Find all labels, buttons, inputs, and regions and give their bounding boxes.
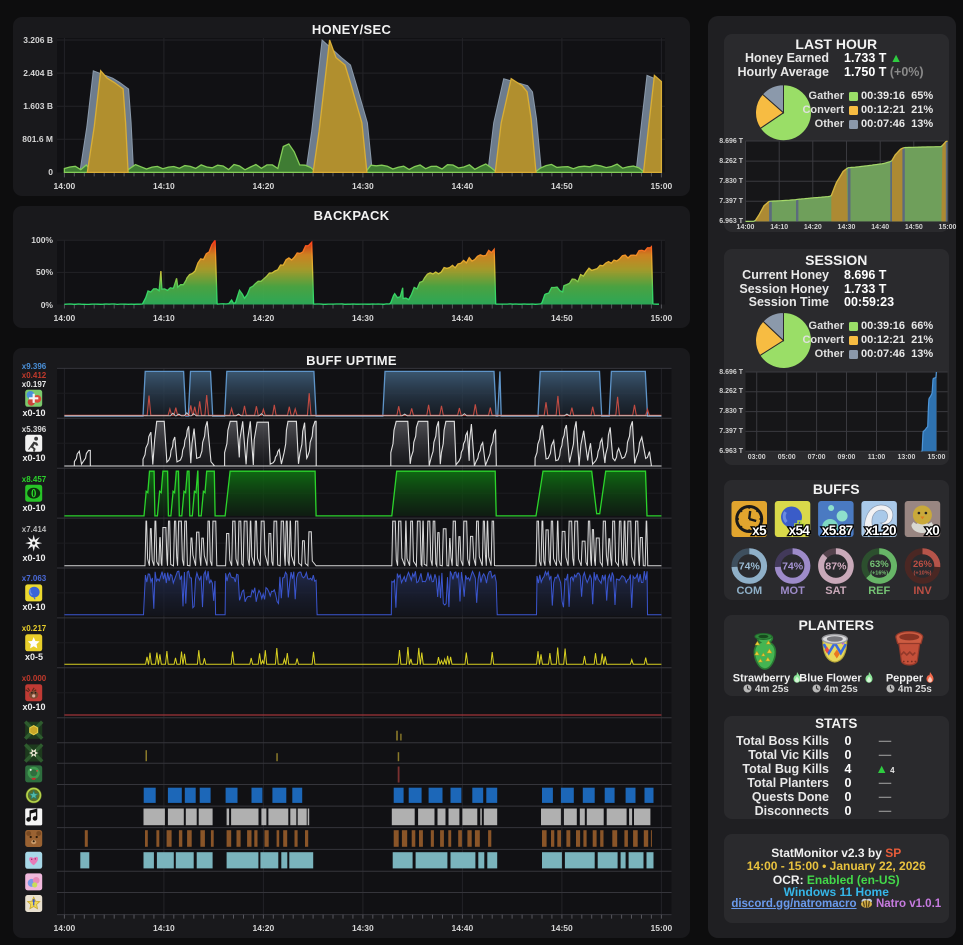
svg-text:x1.20: x1.20: [865, 523, 896, 538]
svg-text:(+10%): (+10%): [914, 570, 932, 576]
svg-text:REF: REF: [868, 585, 890, 597]
svg-text:x5.87: x5.87: [822, 523, 853, 538]
svg-text:SAT: SAT: [825, 585, 846, 597]
svg-text:x0: x0: [925, 523, 939, 538]
svg-text:(+16%): (+16%): [870, 570, 888, 576]
svg-text:x5: x5: [752, 523, 767, 538]
svg-text:26%: 26%: [913, 559, 933, 570]
svg-text:74%: 74%: [739, 560, 761, 572]
svg-text:63%: 63%: [870, 559, 890, 570]
svg-text:COM: COM: [736, 585, 762, 597]
svg-text:74%: 74%: [782, 560, 804, 572]
svg-text:x54: x54: [789, 523, 811, 538]
svg-text:INV: INV: [913, 585, 932, 597]
svg-text:MOT: MOT: [780, 585, 805, 597]
svg-text:87%: 87%: [825, 560, 847, 572]
